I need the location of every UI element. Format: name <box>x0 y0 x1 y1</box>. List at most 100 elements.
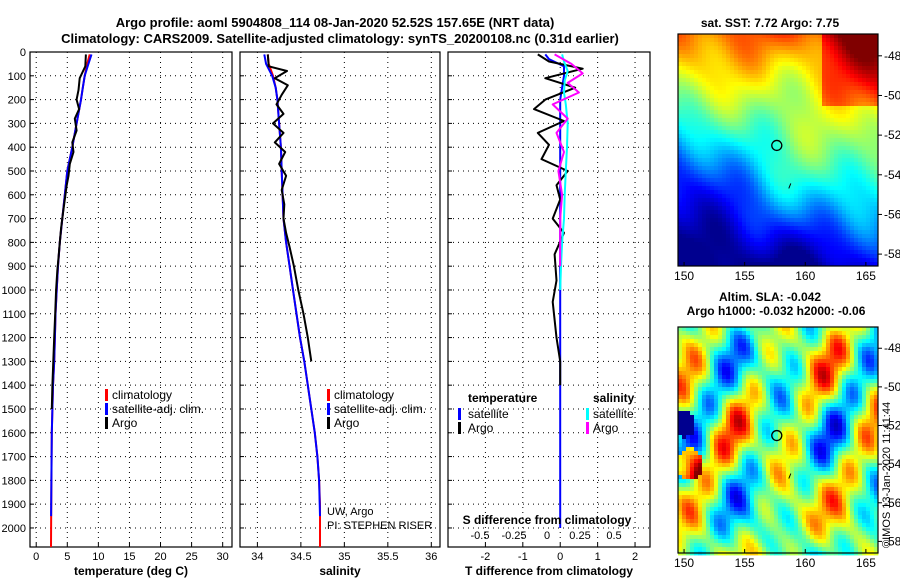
map-cell <box>858 90 863 95</box>
map-cell <box>722 66 727 71</box>
map-cell <box>730 495 735 500</box>
map-cell <box>862 86 867 91</box>
map-cell <box>762 262 767 267</box>
map-cell <box>830 258 835 263</box>
map-cell <box>694 150 699 155</box>
map-cell <box>798 435 803 440</box>
map-cell <box>706 463 711 468</box>
map-cell <box>762 379 767 384</box>
map-cell <box>774 150 779 155</box>
map-cell <box>818 38 823 43</box>
map-cell <box>834 214 839 219</box>
map-cell <box>770 70 775 75</box>
map-cell <box>774 34 779 39</box>
map-cell <box>810 182 815 187</box>
map-cell <box>690 230 695 235</box>
map-cell <box>786 218 791 223</box>
map-cell <box>726 214 731 219</box>
map-cell <box>722 186 727 191</box>
map-cell <box>770 523 775 528</box>
map-cell <box>758 359 763 364</box>
map-cell <box>830 246 835 251</box>
map-cell <box>730 230 735 235</box>
map-cell <box>690 82 695 87</box>
map-cell <box>698 86 703 91</box>
map-cell <box>682 182 687 187</box>
map-cell <box>730 483 735 488</box>
map-cell <box>806 226 811 231</box>
map-cell <box>734 114 739 119</box>
map-cell <box>742 98 747 103</box>
map-cell <box>786 395 791 400</box>
map-cell <box>866 94 871 99</box>
map-cell <box>682 134 687 139</box>
map-cell <box>874 178 879 183</box>
map-cell <box>854 162 859 167</box>
map-cell <box>802 515 807 520</box>
map-cell <box>750 258 755 263</box>
map-cell <box>702 507 707 512</box>
map-cell <box>686 415 691 420</box>
map-cell <box>738 34 743 39</box>
map-cell <box>790 166 795 171</box>
map-cell <box>854 190 859 195</box>
map-cell <box>798 182 803 187</box>
map-cell <box>750 447 755 452</box>
map-cell <box>846 82 851 87</box>
map-cell <box>774 515 779 520</box>
map-cell <box>822 74 827 79</box>
map-cell <box>782 110 787 115</box>
map-cell <box>698 519 703 524</box>
map-cell <box>738 190 743 195</box>
map-cell <box>718 94 723 99</box>
map-cell <box>782 122 787 127</box>
map-cell <box>734 547 739 552</box>
map-cell <box>782 54 787 59</box>
map-cell <box>746 186 751 191</box>
map-cell <box>850 190 855 195</box>
map-cell <box>742 130 747 135</box>
map-cell <box>742 539 747 544</box>
map-cell <box>718 210 723 215</box>
map-cell <box>694 327 699 332</box>
map-cell <box>842 114 847 119</box>
map-cell <box>786 166 791 171</box>
map-cell <box>750 531 755 536</box>
map-cell <box>786 206 791 211</box>
map-cell <box>770 359 775 364</box>
map-cell <box>714 138 719 143</box>
map-cell <box>754 371 759 376</box>
map-cell <box>706 118 711 123</box>
map-cell <box>790 511 795 516</box>
map-cell <box>822 42 827 47</box>
map-cell <box>786 351 791 356</box>
map-cell <box>846 254 851 259</box>
map-cell <box>830 138 835 143</box>
map-cell <box>706 70 711 75</box>
map-cell <box>770 114 775 119</box>
map-cell <box>810 230 815 235</box>
map-cell <box>790 230 795 235</box>
map-cell <box>706 547 711 552</box>
map-cell <box>682 459 687 464</box>
map-cell <box>678 531 683 536</box>
map-cell <box>842 234 847 239</box>
map-cell <box>686 327 691 332</box>
map-cell <box>770 487 775 492</box>
map-cell <box>742 371 747 376</box>
map-cell <box>750 126 755 131</box>
map-cell <box>702 427 707 432</box>
map-cell <box>746 110 751 115</box>
map-cell <box>814 34 819 39</box>
map-cell <box>826 254 831 259</box>
map-cell <box>706 531 711 536</box>
map-cell <box>710 531 715 536</box>
map-cell <box>678 367 683 372</box>
map-cell <box>766 70 771 75</box>
map-cell <box>786 503 791 508</box>
map-cell <box>842 174 847 179</box>
map-cell <box>702 519 707 524</box>
map-cell <box>794 138 799 143</box>
map-cell <box>678 254 683 259</box>
map-cell <box>690 363 695 368</box>
